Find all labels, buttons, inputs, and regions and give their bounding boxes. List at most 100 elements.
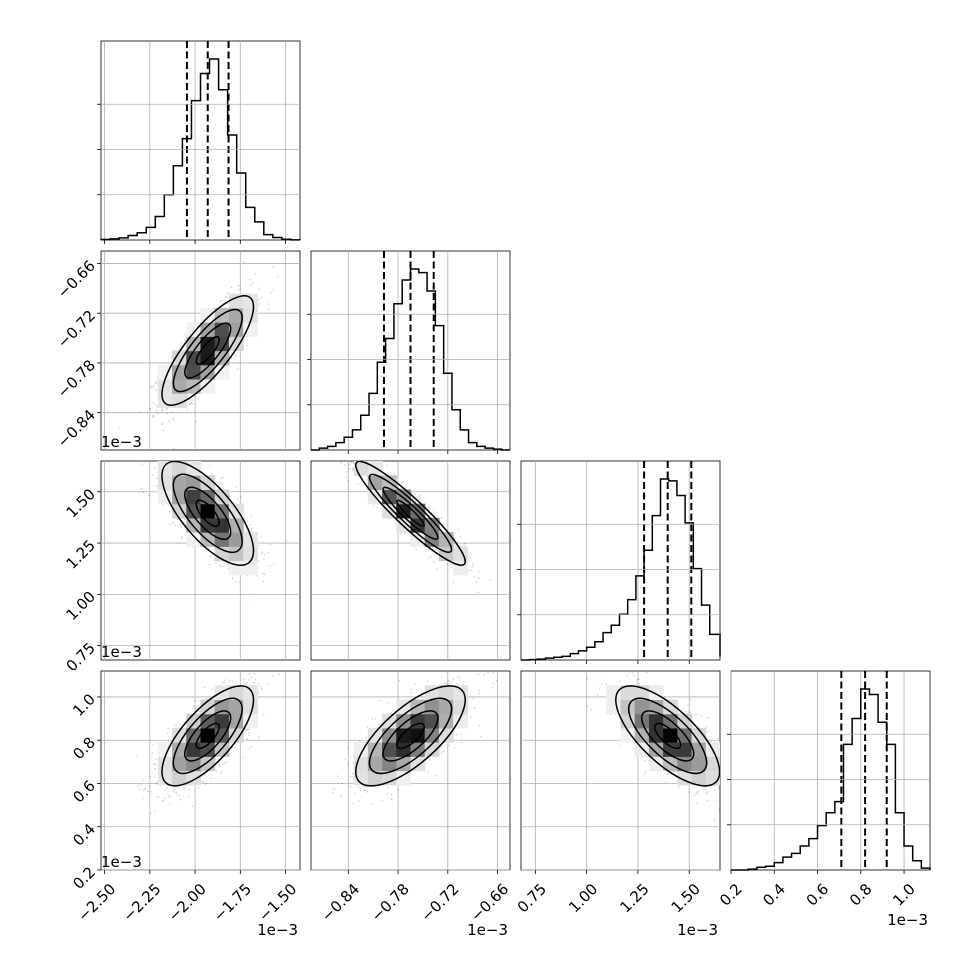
x-tick-label: 0.75	[514, 880, 550, 916]
x-tick-label: 1.00	[565, 880, 601, 916]
panel-frame	[100, 40, 301, 241]
contour-level-1	[382, 486, 439, 541]
panel-p3-p3: 0.2 0.4 0.6 0.8 1.01e−3	[716, 670, 931, 929]
density-cell	[228, 336, 244, 352]
density-cell	[648, 713, 664, 729]
density-cell	[186, 489, 202, 505]
density-cell	[200, 378, 216, 394]
y-tick-label: 1.25	[63, 536, 99, 572]
x-tick-label: −1.50	[255, 880, 300, 925]
density-cell	[424, 727, 440, 743]
x-tick-label: 1.0	[889, 880, 919, 910]
density-cell	[705, 756, 720, 772]
density-cell	[453, 699, 468, 715]
contour-level-3	[355, 461, 466, 566]
density-cell	[424, 742, 440, 757]
density-cell	[438, 727, 454, 743]
density-cell	[228, 532, 244, 547]
density-cell	[353, 770, 369, 786]
panel-content	[140, 461, 288, 601]
density-cell	[228, 727, 244, 743]
x-tick-label: −0.66	[467, 880, 512, 925]
contour-level-3	[161, 685, 255, 787]
x-tick-label: 1.50	[668, 880, 704, 916]
density-cell	[172, 503, 187, 519]
contour-level-2	[368, 473, 453, 553]
contour-level-2	[172, 473, 243, 553]
y-offset-label: 1e−3	[101, 853, 142, 871]
density-cell	[186, 322, 202, 337]
density-cell	[228, 546, 244, 562]
panel-content	[118, 261, 279, 450]
density-cell	[648, 742, 664, 757]
y-tick-label: 0.8	[69, 733, 99, 763]
density-cell	[634, 699, 650, 715]
x-offset-label: 1e−3	[257, 921, 298, 939]
contour-level-3	[161, 461, 255, 566]
density-cell	[353, 756, 369, 772]
density-cell	[186, 532, 202, 547]
panel-p2-p1	[310, 460, 511, 661]
density-cell	[648, 727, 664, 743]
density-cell	[214, 685, 230, 701]
density-cell	[677, 713, 693, 729]
x-tick-label: −1.75	[210, 880, 255, 925]
density-cell	[663, 699, 678, 715]
density-cell	[243, 307, 258, 323]
panel-p1-p0: −0.84 −0.78 −0.72−0.66 1e−3	[54, 250, 301, 451]
density-cell	[382, 727, 397, 743]
contour-level-2	[172, 697, 243, 775]
density-cell	[200, 475, 216, 491]
x-offset-label: 1e−3	[467, 921, 508, 939]
density-cell	[172, 756, 187, 772]
density-cell	[648, 756, 664, 772]
contour-level-3	[355, 685, 466, 787]
density-cell	[396, 727, 412, 743]
panel-content	[339, 461, 491, 594]
density-cell	[214, 336, 230, 352]
density-cell	[410, 727, 426, 743]
density-cell	[186, 742, 202, 757]
density-cell	[367, 756, 383, 772]
x-tick-label: −0.72	[417, 880, 462, 925]
panel-p3-p0: 0.20.40.60.81.01e−3−2.50 −2.25 −2.00 −1.75−…	[69, 670, 301, 939]
x-tick-label: 1.25	[616, 880, 652, 916]
contour-level-0	[396, 499, 425, 528]
y-offset-label: 1e−3	[101, 433, 142, 451]
density-cell	[410, 742, 426, 757]
panel-content	[136, 672, 280, 815]
density-cell	[228, 699, 244, 715]
contour-level-0	[195, 499, 220, 528]
contour-level-0	[653, 722, 682, 750]
panel-p2-p2	[517, 460, 721, 664]
density-cell	[453, 685, 468, 701]
panel-p0-p0	[97, 40, 301, 244]
panel-frame	[520, 460, 721, 661]
y-tick-label: 0.75	[63, 639, 99, 675]
density-cell	[620, 727, 636, 743]
contour-level-1	[184, 710, 232, 762]
density-cell	[243, 699, 258, 715]
density-cell	[382, 770, 397, 786]
density-cell	[214, 713, 230, 729]
y-tick-label: −0.66	[54, 257, 99, 302]
density-cell	[438, 532, 454, 547]
density-cell	[200, 727, 216, 743]
x-tick-label: −0.78	[368, 880, 413, 925]
density-cell	[186, 350, 202, 366]
density-cell	[200, 364, 216, 380]
density-cell	[157, 461, 173, 476]
x-tick-label: 0.6	[803, 880, 833, 910]
density-cell	[367, 770, 383, 786]
contour-level-1	[640, 710, 695, 762]
panel-frame	[730, 670, 931, 871]
contour-level-2	[628, 697, 708, 775]
y-tick-label: 1.50	[63, 485, 99, 521]
density-cell	[157, 475, 173, 491]
density-cell	[172, 475, 187, 491]
density-cell	[172, 364, 187, 380]
contour-level-2	[172, 308, 243, 393]
x-tick-label: −2.00	[165, 880, 210, 925]
density-cell	[172, 489, 187, 505]
